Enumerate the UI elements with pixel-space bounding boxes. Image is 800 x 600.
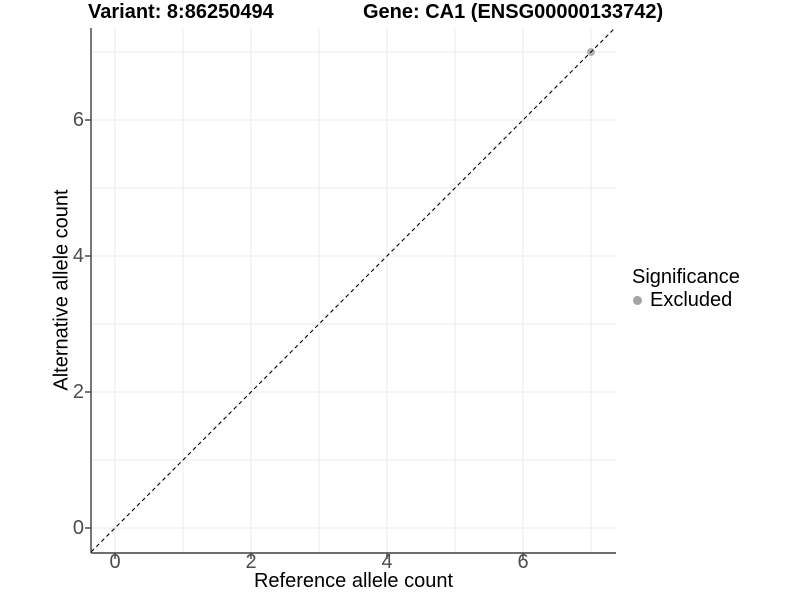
legend-item-label: Excluded [650,289,733,311]
x-axis-title: Reference allele count [253,570,453,592]
identity-line [90,27,616,553]
legend-item: Excluded [632,289,740,311]
x-tick-label: 0 [109,551,121,573]
x-tick-label: 4 [381,551,393,573]
y-tick-label: 6 [72,109,84,131]
y-tick-label: 4 [72,245,84,267]
legend: Significance Excluded [632,266,740,312]
x-tick-label: 6 [517,551,529,573]
y-tick-label: 2 [72,381,84,403]
y-tick-label: 0 [72,517,84,539]
legend-title: Significance [632,266,740,288]
variant-title: Variant: 8:86250494 [88,1,274,23]
x-tick-label: 2 [245,551,257,573]
legend-marker-icon [633,295,642,305]
y-axis-title: Alternative allele count [50,189,73,391]
gene-title: Gene: CA1 (ENSG00000133742) [363,1,664,23]
